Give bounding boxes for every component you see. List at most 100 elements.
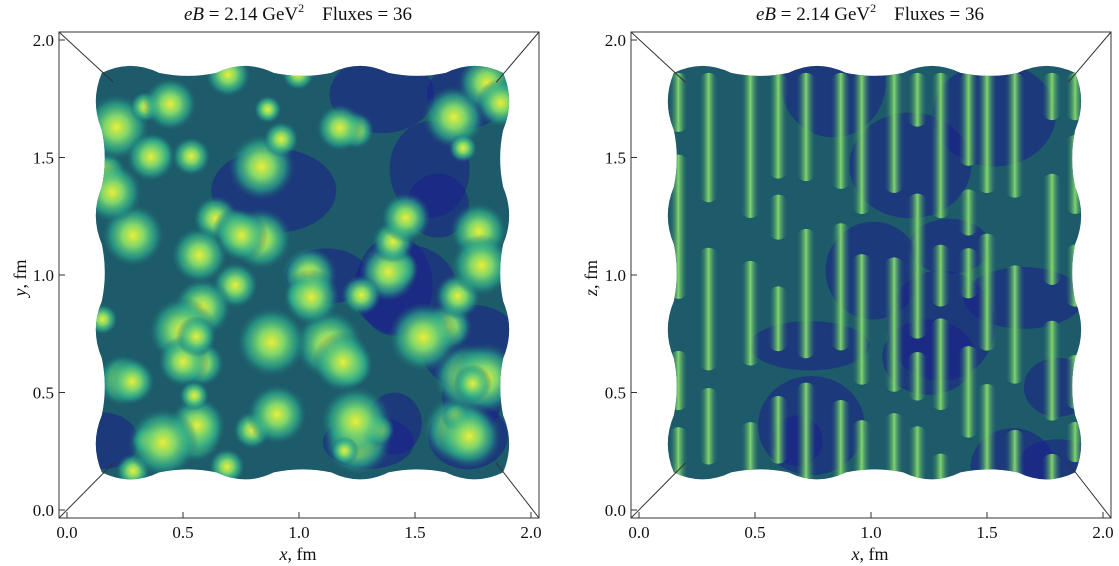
heatmap-valley: [95, 412, 139, 470]
y-tick-label: 1.5: [605, 149, 626, 168]
heatmap-stripe: [768, 396, 789, 464]
heatmap-peak: [235, 306, 308, 378]
x-tick-label: 0.0: [56, 523, 77, 542]
heatmap-peak: [204, 65, 252, 98]
heatmap-stripe: [830, 399, 851, 480]
y-tick-label: 0.0: [33, 501, 54, 520]
heatmap-stripe: [796, 72, 817, 182]
heatmap-stripe: [668, 350, 689, 411]
heatmap-surface: [667, 65, 1082, 480]
heatmap-peak: [450, 234, 510, 297]
heatmap-stripe: [1065, 134, 1082, 214]
heatmap-stripe: [768, 72, 789, 179]
x-tick-label: 1.0: [860, 523, 881, 542]
heatmap-stripe: [1004, 265, 1025, 384]
corner-line: [630, 31, 686, 83]
y-tick-label: 0.0: [605, 501, 626, 520]
y-tick-label: 1.0: [605, 266, 626, 285]
x-tick-label: 0.5: [744, 523, 765, 542]
heatmap-peak: [108, 358, 156, 406]
heatmap-valley: [882, 319, 976, 395]
heatmap-stripe: [1065, 72, 1082, 121]
heatmap-stripe: [977, 72, 997, 193]
heatmap-stripe: [740, 260, 761, 366]
heatmap-peak: [171, 136, 212, 177]
y-axis-label-left: y, fm: [10, 260, 30, 299]
y-tick-label: 0.5: [605, 384, 626, 403]
corner-line: [58, 462, 114, 519]
heatmap-stripe: [930, 453, 951, 480]
svg-text:x, fm: x, fm: [279, 544, 317, 564]
x-tick-label: 2.0: [520, 523, 541, 542]
heatmap-stripe: [884, 257, 905, 392]
corner-line: [1067, 462, 1112, 519]
heatmap-stripe: [1065, 244, 1082, 307]
heatmap-stripe: [1041, 453, 1062, 480]
heatmap-stripe: [1004, 429, 1025, 480]
x-tick-label: 0.5: [172, 523, 193, 542]
heatmap-peak: [125, 131, 177, 183]
x-tick-label: 1.0: [288, 523, 309, 542]
heatmap-stripe: [1041, 320, 1062, 421]
heatmap-stripe: [1065, 354, 1082, 409]
heatmap-stripe: [668, 72, 689, 132]
corner-line: [58, 31, 114, 83]
y-tick-label: 2.0: [605, 31, 626, 50]
x-tick-label: 1.5: [404, 523, 425, 542]
heatmap-stripe: [977, 383, 997, 480]
chart-title-left: eB = 2.14 GeV2 Fluxes = 36: [184, 1, 412, 25]
heatmap-stripe: [851, 420, 872, 480]
heatmap-peak: [476, 78, 510, 128]
x-axis-label-left: x, fm: [279, 544, 317, 564]
heatmap-peak: [214, 208, 269, 263]
heatmap-peak: [253, 95, 282, 124]
heatmap-peak: [330, 436, 359, 465]
y-tick-label: 1.0: [33, 266, 54, 285]
heatmap-stripe: [668, 154, 689, 299]
heatmap-peak: [281, 65, 315, 91]
heatmap-peak: [246, 383, 308, 446]
heatmap-stripe: [1041, 173, 1062, 285]
heatmap-stripe: [958, 346, 979, 438]
heatmap-stripe: [907, 193, 928, 339]
heatmap-stripe: [930, 318, 951, 411]
heatmap-stripe: [958, 189, 979, 236]
heatmap-stripe: [884, 413, 905, 480]
x-axis-label-right: x, fm: [851, 544, 889, 564]
heatmap-stripe: [796, 382, 817, 480]
heatmap-stripe: [768, 286, 789, 352]
heatmap-stripe: [1065, 421, 1082, 463]
corner-line: [495, 462, 540, 519]
heatmap-stripe: [668, 427, 689, 480]
heatmap-stripe: [930, 72, 951, 219]
corner-line: [1067, 31, 1112, 83]
heatmap-stripe: [740, 72, 761, 218]
heatmap-stripe: [907, 426, 928, 480]
heatmap-stripe: [851, 254, 872, 385]
x-tick-label: 1.5: [976, 523, 997, 542]
y-tick-label: 0.5: [33, 384, 54, 403]
heatmap-peak: [142, 76, 198, 132]
heatmap-peak: [380, 192, 431, 243]
heatmap-stripe: [830, 223, 851, 351]
corner-line: [630, 462, 686, 519]
heatmap-stripe: [740, 422, 761, 480]
heatmap-stripe: [907, 352, 928, 401]
svg-text:x, fm: x, fm: [851, 544, 889, 564]
heatmap-peak: [312, 331, 374, 393]
heatmap-stripe: [796, 228, 817, 359]
chart-title-right: eB = 2.14 GeV2 Fluxes = 36: [756, 1, 984, 25]
x-tick-label: 0.0: [628, 523, 649, 542]
heatmap-stripe: [958, 72, 979, 166]
heatmap-surface: [95, 65, 510, 480]
heatmap-stripe: [698, 72, 719, 203]
heatmap-peak: [262, 121, 300, 158]
heatmap-peak: [170, 226, 229, 285]
heatmap-stripe: [1004, 72, 1025, 198]
heatmap-stripe: [958, 248, 979, 299]
heatmap-stripe: [698, 247, 719, 371]
heatmap-peak: [176, 315, 217, 357]
heatmap-peak: [315, 103, 364, 153]
heatmap-peak: [388, 302, 459, 373]
